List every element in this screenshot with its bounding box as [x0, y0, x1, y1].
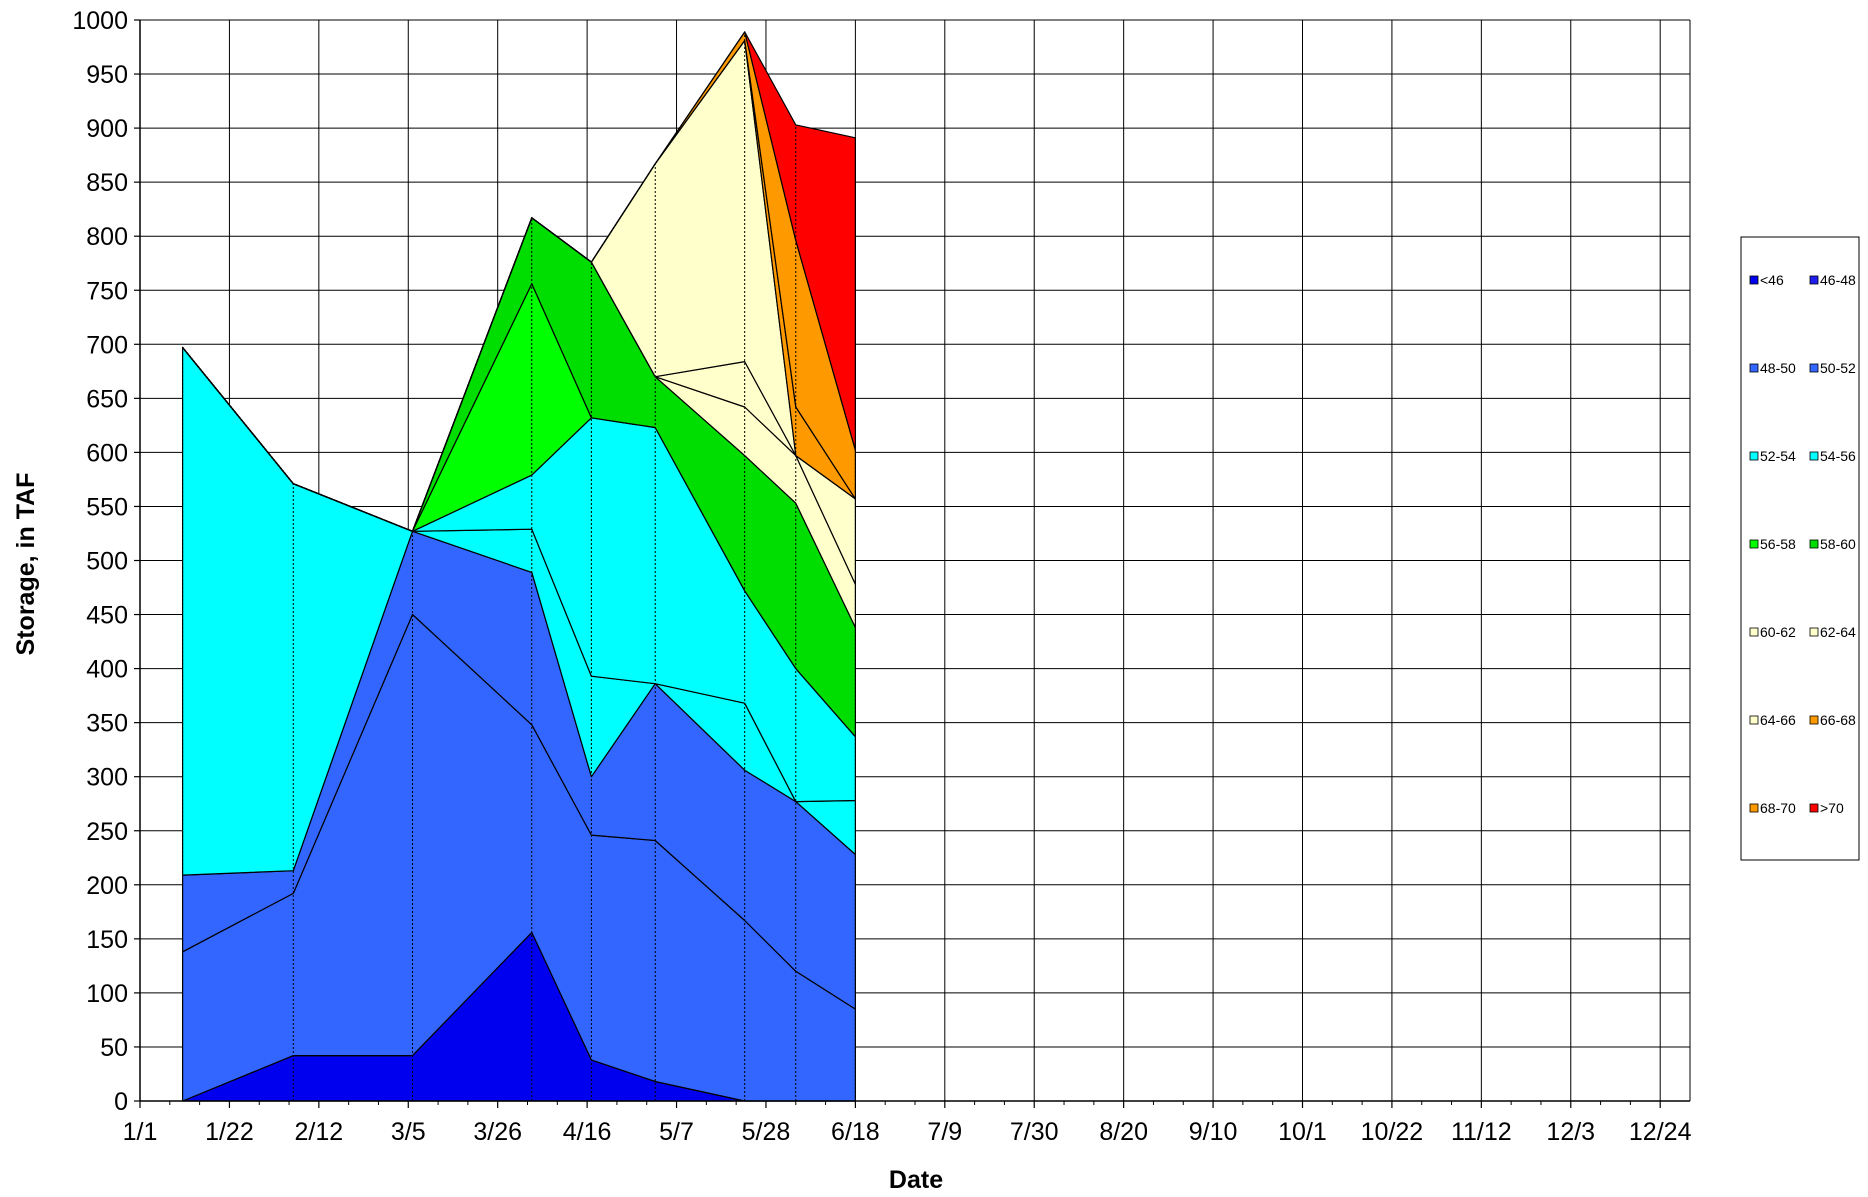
y-tick-label: 400 [86, 656, 128, 684]
legend-label: 62-64 [1820, 624, 1856, 640]
x-tick-label: 4/16 [563, 1118, 612, 1146]
legend-swatch [1749, 627, 1759, 637]
x-tick-label: 12/24 [1629, 1118, 1692, 1146]
y-tick-label: 750 [86, 277, 128, 305]
area-band-13 [182, 31, 857, 532]
legend-label: 52-54 [1760, 448, 1796, 464]
y-tick-label: 300 [86, 764, 128, 792]
y-tick-label: 900 [86, 115, 128, 143]
date-marker-lines [182, 31, 856, 1101]
x-tick-label: 3/26 [473, 1118, 522, 1146]
y-tick-label: 250 [86, 818, 128, 846]
legend-label: 68-70 [1760, 800, 1796, 816]
legend-label: 56-58 [1760, 536, 1796, 552]
x-tick-label: 2/12 [295, 1118, 344, 1146]
x-tick-label: 6/18 [831, 1118, 880, 1146]
y-tick-label: 550 [86, 493, 128, 521]
y-tick-labels: 0 50 100 150 200 250 300 350 400 450 500 550 600 650 7… [72, 7, 128, 1116]
y-tick-label: 450 [86, 602, 128, 630]
x-tick-label: 3/5 [391, 1118, 426, 1146]
y-tick-label: 950 [86, 61, 128, 89]
x-tick-label: 7/9 [927, 1118, 962, 1146]
legend-label: 58-60 [1820, 536, 1856, 552]
legend-label: 50-52 [1820, 360, 1856, 376]
legend-swatch [1749, 539, 1759, 549]
legend-label: 46-48 [1820, 272, 1856, 288]
legend-label: 60-62 [1760, 624, 1796, 640]
x-tick-label: 1/1 [123, 1118, 158, 1146]
y-tick-label: 100 [86, 980, 128, 1008]
legend-label: >70 [1820, 800, 1844, 816]
x-tick-label: 1/22 [205, 1118, 254, 1146]
legend-swatch [1749, 363, 1759, 373]
legend-label: 48-50 [1760, 360, 1796, 376]
legend-swatch [1809, 715, 1819, 725]
y-tick-label: 1000 [72, 7, 128, 35]
stacked-areas [182, 31, 857, 1102]
x-tick-label: 10/1 [1278, 1118, 1327, 1146]
legend-swatch [1809, 627, 1819, 637]
legend-label: 66-68 [1820, 712, 1856, 728]
legend-swatch [1809, 451, 1819, 461]
legend-box [1740, 236, 1860, 861]
x-tick-label: 12/3 [1546, 1118, 1595, 1146]
y-axis-title: Storage, in TAF [12, 473, 40, 656]
axes [134, 19, 1690, 1108]
y-tick-label: 50 [100, 1034, 128, 1062]
legend-label: <46 [1760, 272, 1784, 288]
legend-swatch [1809, 539, 1819, 549]
x-tick-label: 10/22 [1361, 1118, 1424, 1146]
legend-swatch [1749, 275, 1759, 285]
x-tick-label: 8/20 [1099, 1118, 1148, 1146]
x-tick-labels: 1/1 1/22 2/12 3/5 3/26 4/16 5/7 5/28 6/18 7/9 7/30… [123, 1118, 1692, 1146]
x-tick-label: 7/30 [1010, 1118, 1059, 1146]
legend-swatch [1749, 715, 1759, 725]
legend: <46 46-48 48-50 50-52 52-54 54-56 56-58 58-60 60… [1740, 236, 1860, 861]
legend-swatch [1749, 451, 1759, 461]
x-axis-title: Date [889, 1166, 943, 1194]
legend-label: 64-66 [1760, 712, 1796, 728]
legend-swatch [1809, 275, 1819, 285]
y-tick-label: 650 [86, 385, 128, 413]
y-tick-label: 500 [86, 548, 128, 576]
y-tick-label: 850 [86, 169, 128, 197]
legend-swatch [1809, 803, 1819, 813]
y-tick-label: 350 [86, 710, 128, 738]
y-tick-label: 0 [114, 1088, 128, 1116]
legend-swatch [1809, 363, 1819, 373]
y-tick-label: 200 [86, 872, 128, 900]
x-tick-label: 9/10 [1189, 1118, 1238, 1146]
legend-swatch [1749, 803, 1759, 813]
y-tick-label: 800 [86, 223, 128, 251]
y-tick-label: 150 [86, 926, 128, 954]
x-tick-label: 11/12 [1451, 1118, 1512, 1146]
legend-label: 54-56 [1820, 448, 1856, 464]
x-tick-label: 5/7 [659, 1118, 694, 1146]
y-tick-label: 600 [86, 439, 128, 467]
x-tick-label: 5/28 [742, 1118, 791, 1146]
y-tick-label: 700 [86, 331, 128, 359]
